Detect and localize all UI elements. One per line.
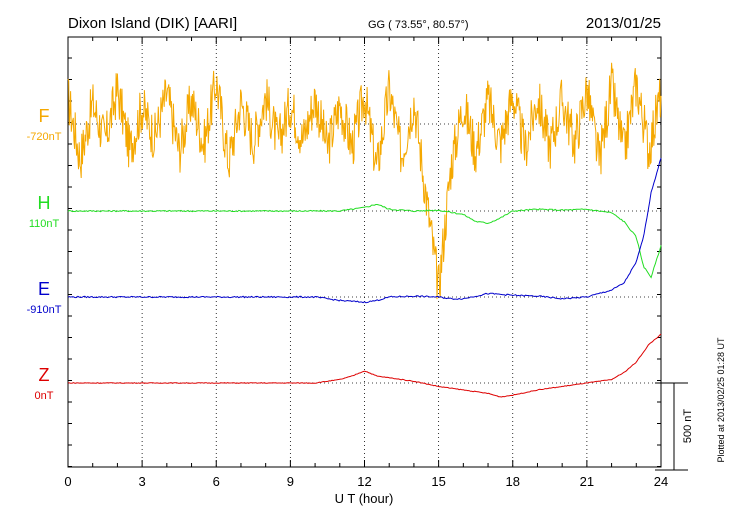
series-line-h [67, 204, 662, 279]
series-baseline-z: 0nT [35, 390, 54, 402]
scale-bar-label: 500 nT [682, 409, 694, 444]
grid [68, 37, 661, 467]
series-name-h: H [38, 193, 51, 213]
x-tick-label-18: 18 [506, 474, 520, 489]
series-baseline-f: -720nT [27, 131, 62, 143]
x-tick-label-0: 0 [64, 474, 71, 489]
series-labels: F -720nT H 110nT E -910nT Z 0nT [27, 106, 62, 402]
station-title: Dixon Island (DIK) [AARI] [68, 15, 237, 32]
series-line-e [67, 157, 662, 304]
series-name-f: F [39, 106, 50, 126]
series-baseline-h: 110nT [29, 218, 60, 230]
plotted-text: Plotted at 2013/02/25 01:28 UT [716, 337, 726, 463]
series-group [67, 62, 662, 398]
coords-text: GG ( 73.55°, 80.57°) [368, 19, 469, 31]
date-text: 2013/01/25 [586, 15, 661, 32]
axis-ticks: 0 3 6 9 12 15 18 21 24 [64, 37, 668, 489]
x-tick-label-15: 15 [431, 474, 445, 489]
series-name-z: Z [39, 365, 50, 385]
x-tick-label-6: 6 [213, 474, 220, 489]
x-axis-label: U T (hour) [335, 491, 394, 506]
series-line-f [67, 62, 662, 300]
series-name-e: E [38, 279, 50, 299]
x-tick-label-3: 3 [139, 474, 146, 489]
x-tick-label-21: 21 [580, 474, 594, 489]
x-tick-label-9: 9 [287, 474, 294, 489]
x-tick-label-12: 12 [357, 474, 371, 489]
series-line-z [68, 333, 662, 398]
x-tick-label-24: 24 [654, 474, 668, 489]
series-baseline-e: -910nT [27, 304, 62, 316]
